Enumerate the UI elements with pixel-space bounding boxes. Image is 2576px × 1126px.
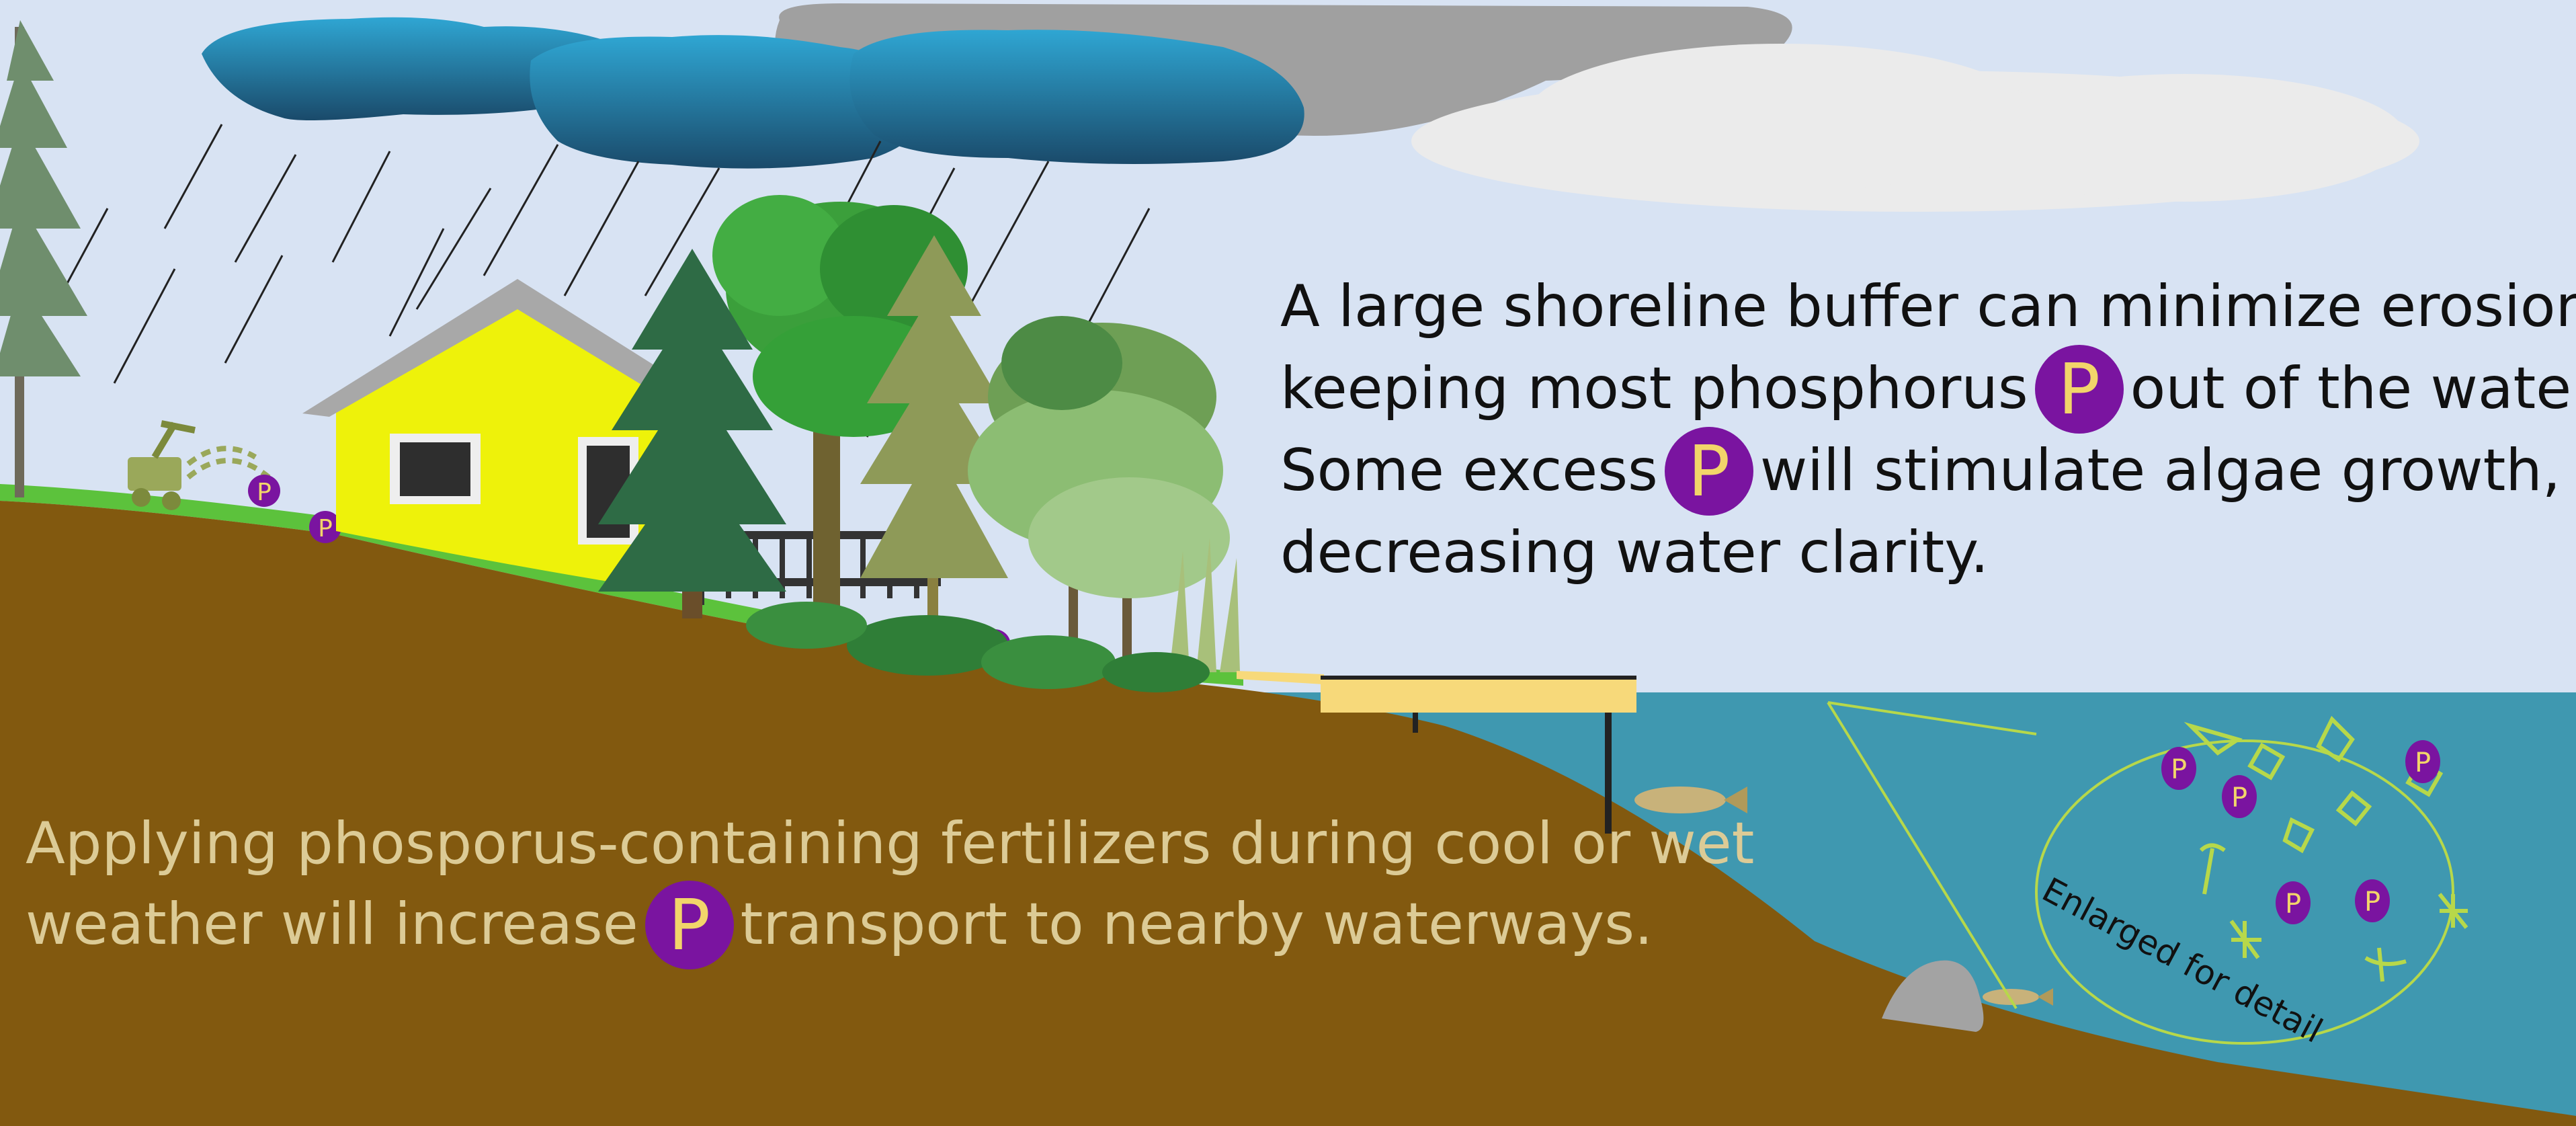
phosphorus-icon: P xyxy=(1664,426,1753,516)
phosphorus-icon: P xyxy=(645,880,734,969)
phosphorus-icon-inset-3: P xyxy=(2405,740,2440,783)
house-icon xyxy=(302,279,672,592)
detail-inset xyxy=(1827,701,2454,1045)
dock-icon xyxy=(1237,671,1636,834)
caption-line-4: decreasing water clarity. xyxy=(1280,519,1989,586)
tree-icon xyxy=(0,20,87,497)
caption-line-1: Applying phosporus-containing fertilizer… xyxy=(26,810,1755,877)
shoreline-buffer-caption: A large shoreline buffer can minimize er… xyxy=(1280,266,2576,594)
white-cloud-puff-2 xyxy=(1962,74,2406,202)
caption-text: keeping most phosphorus xyxy=(1280,355,2028,422)
phosphorus-icon-2: P xyxy=(309,511,341,543)
phosphorus-letter: P xyxy=(2231,782,2247,813)
fish-icon xyxy=(1634,787,1747,813)
fish-icon-2 xyxy=(1983,988,2053,1006)
storm-cloud-icon xyxy=(202,17,1304,169)
white-cloud-puff xyxy=(1526,44,2036,192)
phosphorus-letter: P xyxy=(2364,887,2380,918)
phosphorus-letter: P xyxy=(2285,889,2301,920)
phosphorus-letter: P xyxy=(318,515,333,542)
rock-icon xyxy=(1882,960,1984,1032)
phosphorus-icon: P xyxy=(248,475,280,507)
phosphorus-icon-inset-1: P xyxy=(2161,747,2196,790)
phosphorus-icon: P xyxy=(2034,344,2124,434)
caption-text: weather will increase xyxy=(26,891,638,958)
soil-hillside xyxy=(0,501,2576,1126)
phosphorus-icon-inset-2: P xyxy=(2222,775,2257,818)
phosphorus-icon-inset-5: P xyxy=(2355,879,2390,922)
phosphorus-letter: P xyxy=(257,479,272,506)
phosphorus-letter: P xyxy=(2415,748,2431,778)
caption-text: will stimulate algae growth, xyxy=(1759,437,2561,504)
fertilizer-caption: Applying phosporus-containing fertilizer… xyxy=(26,803,1755,969)
algae-icon xyxy=(2184,715,2468,982)
caption-text: out of the water. xyxy=(2130,355,2576,422)
phosphorus-letter: P xyxy=(2171,754,2187,785)
caption-text: transport to nearby waterways. xyxy=(740,891,1653,958)
caption-line-1: A large shoreline buffer can minimize er… xyxy=(1280,273,2576,340)
caption-text: Some excess xyxy=(1280,437,1658,504)
fertilizer-spreader-icon xyxy=(128,420,271,510)
phosphorus-icon-inset-4: P xyxy=(2276,881,2311,924)
tree-icon-buffer xyxy=(598,195,1240,692)
